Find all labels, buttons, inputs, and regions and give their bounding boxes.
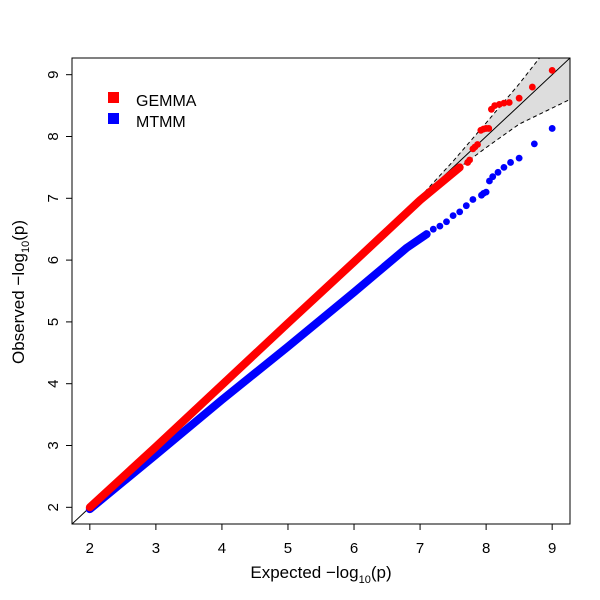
point-mtmm-16 (530, 140, 538, 148)
legend: GEMMA MTMM (108, 92, 197, 131)
x-tick-label-4: 6 (350, 540, 358, 557)
point-gemma-8 (485, 125, 493, 132)
x-axis-title: Expected −log10(p) (250, 563, 391, 586)
y-tick-label-5: 7 (45, 194, 62, 202)
point-mtmm-13 (500, 163, 508, 171)
series-trend-gemma (85, 163, 464, 512)
y-tick-label-1: 3 (45, 441, 62, 449)
series-trend-mtmm (85, 230, 431, 514)
legend-swatch-gemma (108, 92, 119, 103)
y-axis-title-prefix: Observed −log (9, 253, 28, 364)
legend-label-mtmm: MTMM (136, 114, 186, 131)
y-tick-label-3: 5 (45, 318, 62, 326)
x-axis-title-prefix: Expected −log (250, 563, 358, 582)
x-tick-label-6: 8 (482, 540, 490, 557)
y-axis-title-subscript: 10 (20, 241, 32, 253)
point-gemma-15 (528, 83, 536, 91)
point-gemma-4 (474, 141, 481, 148)
y-axis: 2 3 4 5 6 7 8 9 (45, 71, 72, 511)
point-mtmm-17 (548, 125, 556, 132)
point-mtmm-4 (456, 208, 464, 216)
point-mtmm-11 (489, 173, 497, 181)
point-mtmm-12 (494, 168, 502, 176)
point-mtmm-9 (482, 188, 490, 196)
point-mtmm-3 (449, 212, 457, 219)
point-gemma-1 (466, 156, 474, 164)
point-mtmm-1 (436, 222, 444, 230)
point-mtmm-6 (469, 196, 477, 203)
legend-swatch-mtmm (108, 113, 119, 124)
point-gemma-12 (500, 99, 508, 107)
y-tick-label-2: 4 (45, 380, 62, 388)
point-mtmm-0 (429, 225, 437, 233)
point-gemma-16 (548, 66, 556, 74)
y-tick-label-6: 8 (45, 132, 62, 140)
y-axis-title: Observed −log10(p) (9, 220, 32, 364)
point-mtmm-2 (443, 218, 450, 226)
x-tick-label-1: 3 (152, 540, 160, 557)
confidence-band-upper (419, 58, 541, 198)
x-axis-title-subscript: 10 (359, 574, 371, 586)
x-tick-label-3: 5 (284, 540, 292, 557)
point-gemma-13 (505, 99, 513, 106)
point-mtmm-5 (462, 202, 470, 210)
plot-frame (71, 57, 571, 525)
y-axis-title-suffix: (p) (9, 220, 28, 241)
y-tick-label-7: 9 (45, 71, 62, 79)
point-mtmm-15 (515, 154, 523, 162)
x-tick-label-5: 7 (416, 540, 424, 557)
data-points-layer (85, 66, 556, 514)
legend-label-gemma: GEMMA (136, 93, 197, 110)
y-tick-label-4: 6 (45, 256, 62, 264)
point-mtmm-14 (507, 159, 514, 166)
y-tick-label-0: 2 (45, 503, 62, 511)
point-gemma-14 (515, 94, 523, 102)
x-tick-label-0: 2 (86, 540, 94, 557)
x-axis-title-suffix: (p) (371, 563, 392, 582)
x-axis: 2 3 4 5 6 7 8 9 (86, 524, 556, 557)
x-tick-label-2: 4 (218, 540, 226, 557)
x-tick-label-7: 9 (548, 540, 556, 557)
